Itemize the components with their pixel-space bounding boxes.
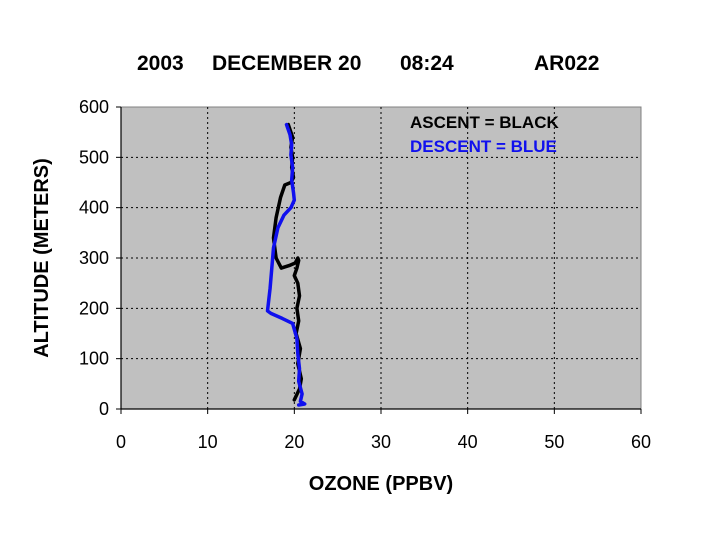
y-tick-label: 600 bbox=[79, 97, 109, 117]
y-tick-label: 0 bbox=[99, 399, 109, 419]
y-tick-label: 400 bbox=[79, 198, 109, 218]
y-axis-label: ALTITUDE (METERS) bbox=[31, 158, 53, 358]
y-tick-label: 100 bbox=[79, 349, 109, 369]
x-tick-label: 20 bbox=[284, 432, 304, 452]
x-tick-label: 40 bbox=[458, 432, 478, 452]
legend-ascent: ASCENT = BLACK bbox=[410, 113, 559, 132]
title-flight: AR022 bbox=[534, 52, 600, 75]
chart-title: 2003 DECEMBER 20 08:24 AR022 bbox=[0, 52, 720, 82]
legend-descent: DESCENT = BLUE bbox=[410, 137, 557, 156]
x-axis-label: OZONE (PPBV) bbox=[309, 473, 453, 495]
data-series bbox=[265, 122, 307, 407]
x-tick-label: 0 bbox=[116, 432, 126, 452]
x-tick-label: 30 bbox=[371, 432, 391, 452]
y-tick-label: 300 bbox=[79, 248, 109, 268]
x-tick-label: 60 bbox=[631, 432, 651, 452]
x-tick-label: 50 bbox=[544, 432, 564, 452]
title-year: 2003 bbox=[137, 52, 184, 75]
y-tick-label: 200 bbox=[79, 298, 109, 318]
y-tick-label: 500 bbox=[79, 147, 109, 167]
x-tick-label: 10 bbox=[198, 432, 218, 452]
series-descent-line bbox=[265, 122, 307, 407]
title-time: 08:24 bbox=[400, 52, 454, 75]
title-date: DECEMBER 20 bbox=[212, 52, 362, 75]
